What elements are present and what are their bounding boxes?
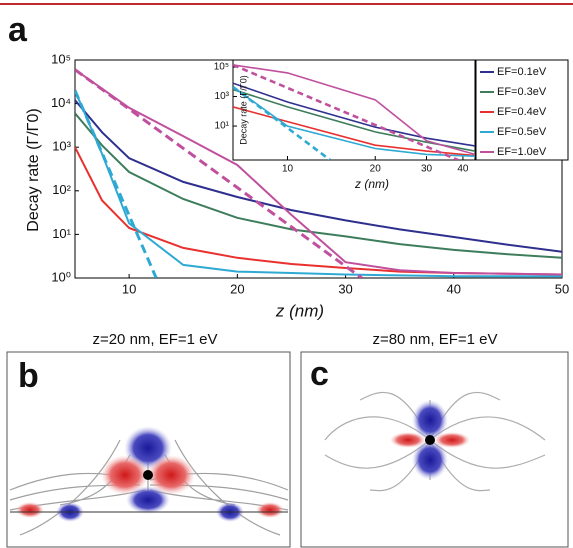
x-tick-label: 10: [122, 281, 136, 296]
y-tick-label: 10¹: [52, 226, 71, 241]
series-line: [75, 90, 562, 278]
field-lobe: [101, 455, 149, 495]
field-lobe: [434, 432, 470, 448]
fit-line: [233, 85, 331, 160]
x-tick-label: 50: [555, 281, 569, 296]
main-plot: 10 20 30 40 50 10⁰ 10¹ 10² 10³ 10⁴ 10⁵: [51, 51, 569, 296]
y-tick-label: 10⁵: [214, 62, 229, 73]
fit-line: [75, 89, 158, 278]
fit-line: [75, 68, 363, 278]
y-tick-label: 10⁰: [51, 269, 71, 284]
legend-box: [475, 59, 569, 161]
legend-label: EF=1.0eV: [497, 146, 547, 158]
x-tick-label: 20: [370, 164, 382, 175]
field-lobe: [390, 432, 426, 448]
y-tick-label: 10⁴: [51, 95, 71, 110]
x-tick-label: 40: [457, 164, 469, 175]
y-tick-label: 10²: [52, 182, 71, 197]
field-lobe: [16, 502, 44, 518]
legend-label: EF=0.3eV: [497, 86, 547, 98]
inset-plot: 10 20 30 40 10¹ 10³ 10⁵: [214, 62, 475, 175]
panel-letter: b: [18, 357, 39, 395]
legend-label: EF=0.1eV: [497, 66, 547, 78]
y-tick-label: 10³: [52, 139, 71, 154]
x-tick-label: 30: [338, 281, 352, 296]
series-line: [75, 99, 562, 253]
series-line: [233, 82, 475, 147]
panel-title: z=20 nm, EF=1 eV: [92, 331, 217, 348]
series-line: [233, 64, 475, 156]
field-lobe: [412, 400, 448, 440]
legend: EF=0.1eV EF=0.3eV EF=0.4eV EF=0.5eV EF=1.0eV: [480, 66, 547, 158]
x-axis-label: z (nm): [275, 301, 324, 320]
inset-y-label: Decay rate (Γ/Γ0): [238, 75, 248, 144]
field-lobe: [126, 486, 170, 514]
y-tick-label: 10³: [215, 91, 230, 102]
series-line: [75, 68, 562, 276]
panel-title: z=80 nm, EF=1 eV: [372, 331, 497, 348]
legend-label: EF=0.4eV: [497, 106, 547, 118]
x-tick-label: 20: [230, 281, 244, 296]
y-tick-label: 10¹: [215, 121, 230, 132]
panel-letter: c: [310, 355, 329, 393]
panel-letter: a: [8, 11, 28, 49]
fit-line: [233, 63, 459, 160]
inset-x-label: z (nm): [354, 177, 389, 191]
field-lobe: [412, 440, 448, 480]
series-line: [233, 106, 475, 157]
dipole: [425, 435, 435, 445]
x-tick-label: 30: [421, 164, 433, 175]
x-tick-label: 10: [282, 164, 294, 175]
y-tick-label: 10⁵: [51, 51, 71, 66]
y-axis-label: Decay rate (Γ/Γ0): [25, 108, 42, 231]
field-lobe: [147, 455, 195, 495]
dipole: [143, 470, 153, 480]
field-lobe: [256, 502, 284, 518]
legend-label: EF=0.5eV: [497, 126, 547, 138]
x-tick-label: 40: [447, 281, 461, 296]
series-line: [75, 112, 562, 259]
